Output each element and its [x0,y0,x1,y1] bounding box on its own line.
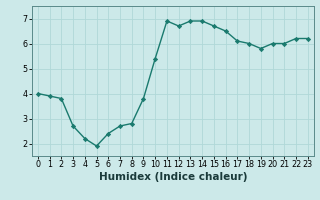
X-axis label: Humidex (Indice chaleur): Humidex (Indice chaleur) [99,172,247,182]
